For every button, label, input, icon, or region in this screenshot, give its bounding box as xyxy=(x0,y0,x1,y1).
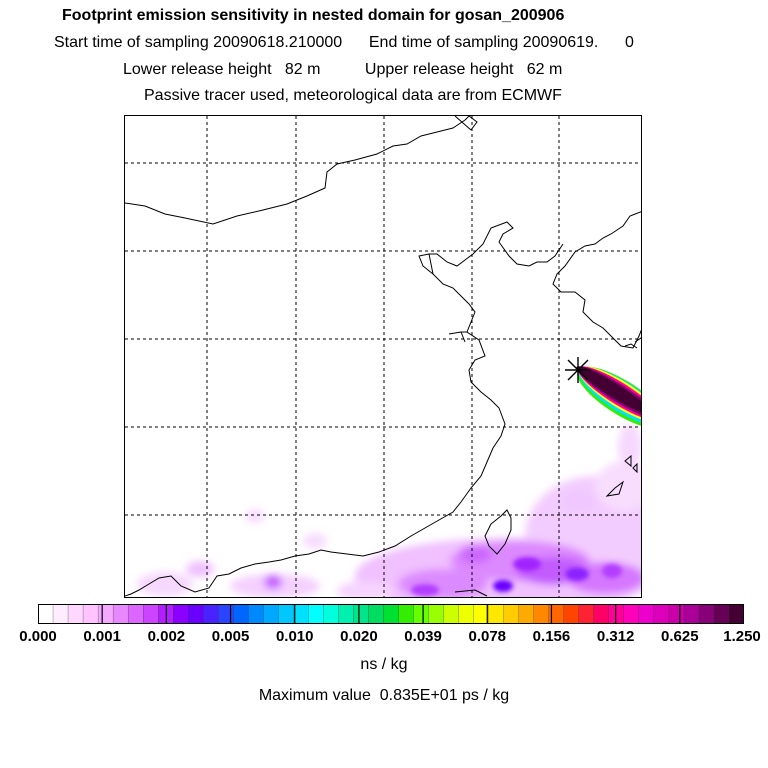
colorbar-cell xyxy=(668,604,685,624)
colorbar-cell xyxy=(698,604,715,624)
colorbar-cell xyxy=(67,604,84,624)
colorbar-major-dividers xyxy=(101,604,681,624)
colorbar-cell xyxy=(248,604,265,624)
colorbar-cell xyxy=(713,604,730,624)
colorbar-tick-label: 0.005 xyxy=(211,628,250,645)
colorbar-cell xyxy=(278,604,295,624)
map-panel xyxy=(124,115,642,598)
colorbar-cell xyxy=(413,604,430,624)
colorbar-cell xyxy=(623,604,640,624)
sampling-time-subtitle: Start time of sampling 20090618.210000 E… xyxy=(54,34,634,51)
colorbar-tick-label: 0.312 xyxy=(596,628,635,645)
colorbar-cell xyxy=(458,604,475,624)
grid-lines xyxy=(125,116,641,597)
colorbar-cell xyxy=(593,604,610,624)
colorbar-cell xyxy=(143,604,159,624)
colorbar-cell xyxy=(338,604,355,624)
colorbar-tick-label: 0.010 xyxy=(275,628,314,645)
colorbar-cell xyxy=(578,604,595,624)
colorbar-cell xyxy=(368,604,385,624)
colorbar-cell xyxy=(173,604,189,624)
colorbar-cell xyxy=(638,604,655,624)
colorbar-cell xyxy=(112,604,129,624)
colorbar-cell xyxy=(82,604,99,624)
sensitivity-field-core xyxy=(411,557,622,596)
colorbar-tick-label: 0.020 xyxy=(340,628,378,645)
colorbar-tick-label: 0.001 xyxy=(83,628,121,645)
colorbar-cell xyxy=(308,604,325,624)
colorbar-tick-label: 0.156 xyxy=(532,628,571,645)
colorbar-cell xyxy=(488,604,505,624)
colorbar-tick-label: 0.002 xyxy=(147,628,186,645)
colorbar-cell xyxy=(383,604,400,624)
release-point-marker xyxy=(565,357,591,383)
colorbar-cell xyxy=(728,604,744,624)
colorbar-border xyxy=(38,604,744,624)
colorbar-cells xyxy=(38,604,744,624)
colorbar-cell xyxy=(533,604,550,624)
colorbar-cell xyxy=(188,604,204,624)
colorbar-units: ns / kg xyxy=(360,656,408,673)
colorbar-cell xyxy=(428,604,445,624)
colorbar xyxy=(38,604,744,624)
colorbar-cell xyxy=(563,604,580,624)
colorbar-cell xyxy=(323,604,340,624)
colorbar-cell xyxy=(653,604,670,624)
colorbar-cell xyxy=(263,604,280,624)
map-canvas xyxy=(125,116,641,597)
plot-title: Footprint emission sensitivity in nested… xyxy=(62,7,565,24)
colorbar-cell xyxy=(518,604,535,624)
emission-plume xyxy=(576,366,641,429)
colorbar-tick-label: 0.078 xyxy=(468,628,507,645)
release-height-subtitle: Lower release height 82 m Upper release … xyxy=(123,61,563,78)
colorbar-cell xyxy=(52,604,69,624)
colorbar-cell xyxy=(398,604,415,624)
colorbar-cell xyxy=(353,604,370,624)
colorbar-cell xyxy=(443,604,460,624)
maximum-value-label: Maximum value 0.835E+01 ps / kg xyxy=(258,687,510,704)
colorbar-tick-label: 0.000 xyxy=(19,628,57,645)
colorbar-cell xyxy=(608,604,625,624)
colorbar-tick-label: 1.250 xyxy=(723,628,761,645)
coastlines xyxy=(125,116,641,597)
colorbar-cell xyxy=(38,604,54,624)
colorbar-cell xyxy=(683,604,700,624)
colorbar-cell xyxy=(233,604,250,624)
colorbar-cell xyxy=(203,604,219,624)
tracer-info-subtitle: Passive tracer used, meteorological data… xyxy=(144,87,562,104)
colorbar-cell xyxy=(97,604,114,624)
colorbar-cell xyxy=(218,604,235,624)
colorbar-tick-label: 0.625 xyxy=(661,628,699,645)
colorbar-cell xyxy=(293,604,310,624)
colorbar-cell xyxy=(503,604,520,624)
colorbar-tick-label: 0.039 xyxy=(404,628,442,645)
colorbar-cell xyxy=(127,604,144,624)
